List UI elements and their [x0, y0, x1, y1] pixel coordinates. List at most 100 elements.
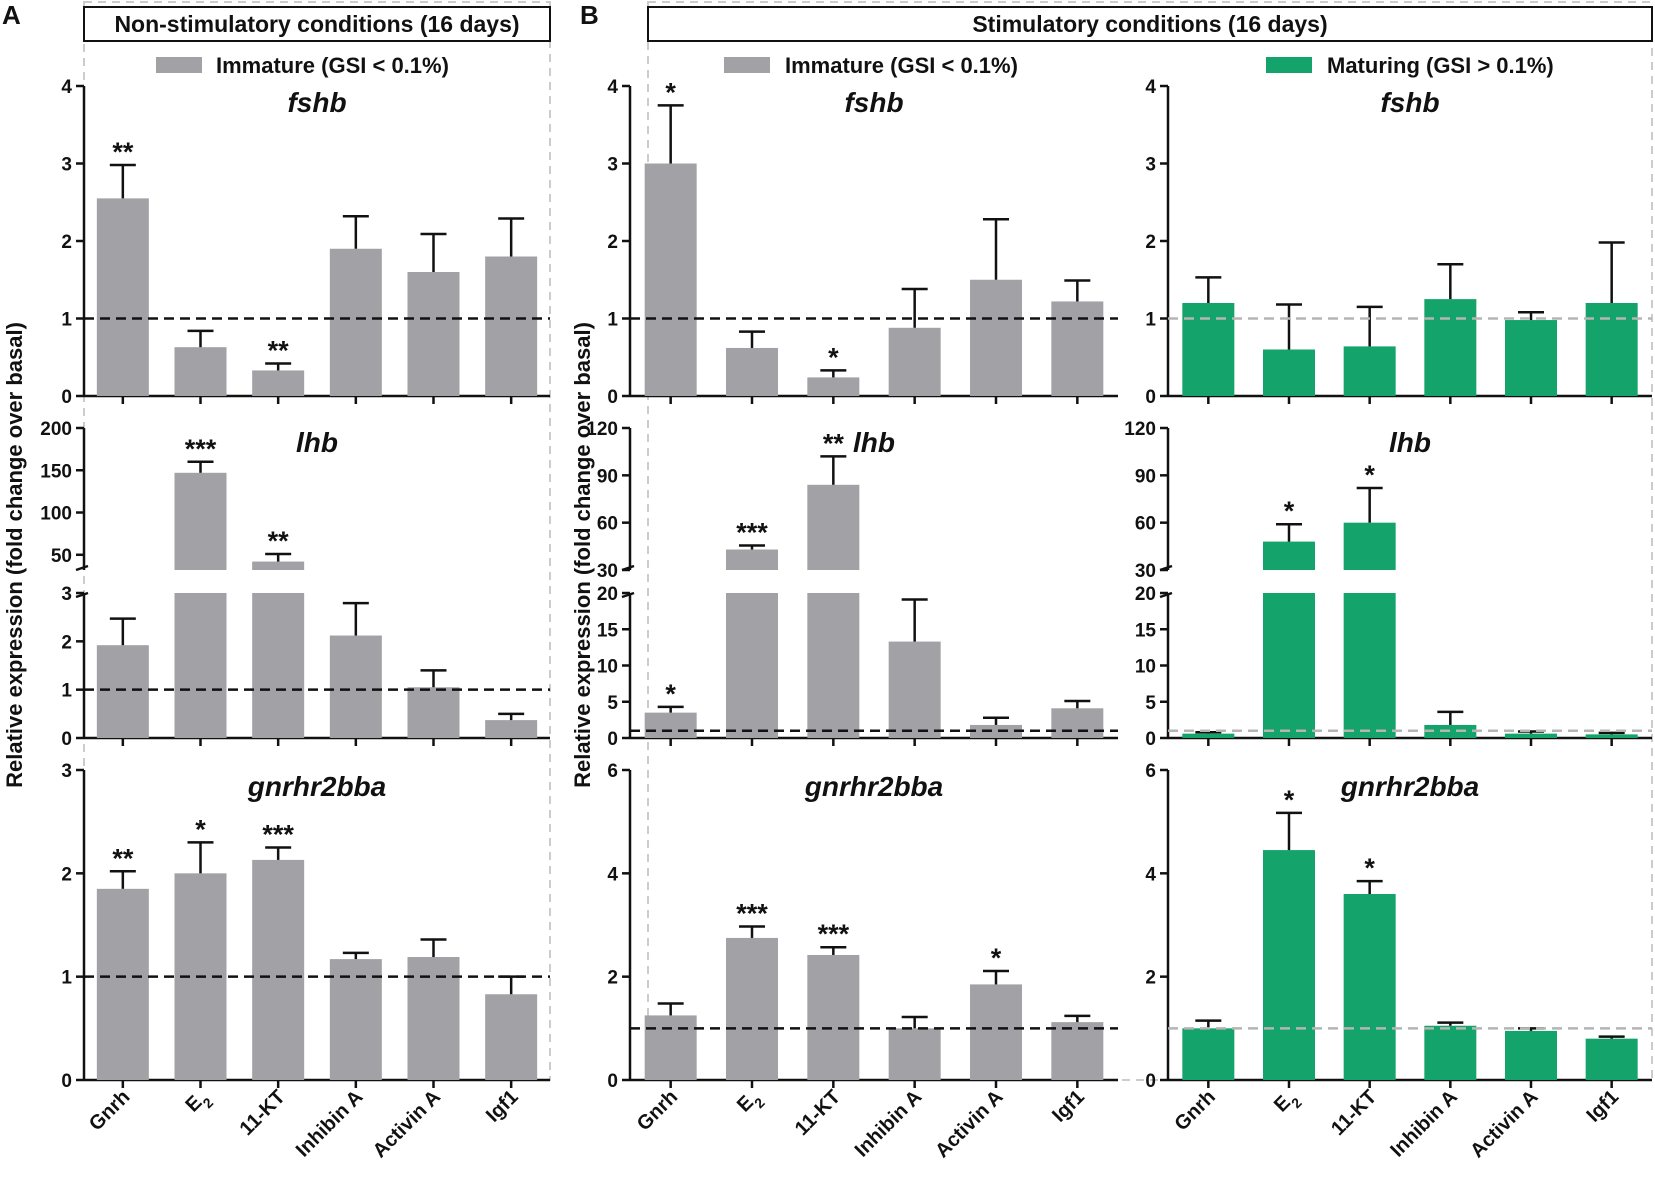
y-tick-label: 3	[1145, 155, 1156, 176]
bar-Gnrh	[644, 163, 697, 396]
x-category-label: 11-KT	[1327, 1086, 1381, 1140]
x-category-label: Activin A	[369, 1086, 445, 1162]
gene-title: fshb	[844, 87, 903, 118]
y-tick-label: 6	[607, 761, 618, 782]
bar-Gnrh	[96, 645, 149, 738]
gene-title: fshb	[287, 87, 346, 118]
y-tick-label: 120	[1124, 419, 1156, 440]
bar-Igf1	[1051, 708, 1104, 738]
bar-upper-11-KT	[252, 561, 305, 570]
bar-upper-E2	[726, 549, 778, 570]
bar-upper-E2	[174, 472, 227, 570]
y-tick-label: 0	[61, 1071, 72, 1092]
y-tick-label: 6	[1145, 761, 1156, 782]
y-tick-label: 4	[61, 77, 72, 98]
panel-a-label: A	[2, 0, 21, 30]
bar-Inhibin A	[329, 248, 382, 396]
bar-lower-E2	[174, 593, 227, 738]
y-tick-label: 1	[61, 310, 72, 331]
significance-label: ***	[185, 434, 217, 464]
legend-immature-label-a: Immature (GSI < 0.1%)	[216, 53, 449, 78]
y-tick-label: 50	[51, 546, 72, 567]
y-tick-label: 30	[1135, 561, 1156, 582]
y-tick-label: 1	[61, 681, 72, 702]
y-tick-label: 1	[607, 310, 618, 331]
y-tick-label: 90	[1135, 466, 1156, 487]
legend-maturing-swatch	[1266, 57, 1312, 73]
significance-label: ***	[262, 820, 294, 850]
bar-Igf1	[485, 994, 538, 1080]
chart-B-imm-fshb: 0 1 2 3 4 * * fshb	[607, 77, 1118, 408]
bar-11-KT	[1343, 894, 1396, 1080]
y-tick-label: 30	[597, 561, 618, 582]
bar-E2	[1263, 850, 1315, 1080]
y-tick-label: 2	[607, 232, 618, 253]
y-tick-label: 2	[1145, 968, 1156, 989]
x-category-label: E2	[182, 1086, 217, 1121]
bar-Igf1	[1585, 1038, 1638, 1080]
legend-maturing-label: Maturing (GSI > 0.1%)	[1327, 53, 1554, 78]
bar-Inhibin A	[329, 959, 382, 1080]
bar-11-KT	[807, 377, 860, 396]
axis-break-mark	[1159, 591, 1173, 599]
x-category-label: Inhibin A	[851, 1086, 927, 1162]
bar-Igf1	[485, 720, 538, 738]
y-axis-label-b: Relative expression (fold change over ba…	[570, 322, 595, 788]
bar-Gnrh	[644, 1015, 697, 1080]
x-category-label: E2	[733, 1086, 768, 1121]
bar-upper-11-KT	[1343, 522, 1396, 570]
bar-lower-11-KT	[807, 593, 860, 738]
bar-Activin A	[970, 984, 1022, 1080]
bar-11-KT	[1343, 346, 1396, 396]
significance-label: *	[195, 814, 206, 844]
y-tick-label: 0	[1145, 387, 1156, 408]
bar-E2	[726, 347, 778, 396]
bar-E2	[1263, 349, 1315, 396]
y-tick-label: 15	[1135, 620, 1157, 641]
y-tick-label: 20	[1135, 584, 1156, 605]
y-tick-label: 15	[597, 620, 619, 641]
bar-11-KT	[807, 954, 860, 1080]
x-category-label: Inhibin A	[292, 1086, 368, 1162]
bar-lower-E2	[726, 593, 778, 738]
significance-label: *	[665, 77, 676, 107]
bar-Activin A	[407, 687, 460, 738]
y-tick-label: 2	[61, 232, 72, 253]
y-tick-label: 5	[1145, 693, 1156, 714]
y-tick-label: 1	[1145, 310, 1156, 331]
y-tick-label: 0	[607, 387, 618, 408]
x-category-label: Igf1	[1048, 1086, 1089, 1127]
bar-Igf1	[485, 256, 538, 396]
y-tick-label: 0	[607, 1071, 618, 1092]
panel-b-label: B	[580, 0, 599, 30]
bar-Inhibin A	[888, 327, 941, 396]
y-axis-label-a: Relative expression (fold change over ba…	[2, 322, 27, 788]
significance-label: **	[268, 335, 290, 365]
x-category-label: Igf1	[1582, 1086, 1623, 1127]
y-tick-label: 5	[607, 693, 618, 714]
significance-label: *	[991, 943, 1002, 973]
bar-Inhibin A	[1424, 724, 1477, 738]
y-tick-label: 0	[1145, 1071, 1156, 1092]
bar-Activin A	[1505, 1030, 1557, 1080]
significance-label: **	[112, 137, 134, 167]
bar-E2	[726, 937, 778, 1080]
significance-label: **	[268, 526, 290, 556]
y-tick-label: 200	[40, 419, 72, 440]
legend-immature-swatch-b	[724, 57, 770, 73]
bar-Igf1	[1585, 734, 1638, 738]
bar-Activin A	[970, 724, 1022, 738]
y-tick-label: 3	[61, 155, 72, 176]
bar-upper-E2	[1263, 541, 1315, 570]
significance-label: ***	[818, 919, 850, 949]
y-tick-label: 10	[597, 657, 618, 678]
significance-label: **	[112, 843, 134, 873]
bar-Gnrh	[1182, 733, 1235, 738]
bar-Activin A	[1505, 320, 1557, 396]
y-tick-label: 3	[607, 155, 618, 176]
y-tick-label: 90	[597, 466, 618, 487]
